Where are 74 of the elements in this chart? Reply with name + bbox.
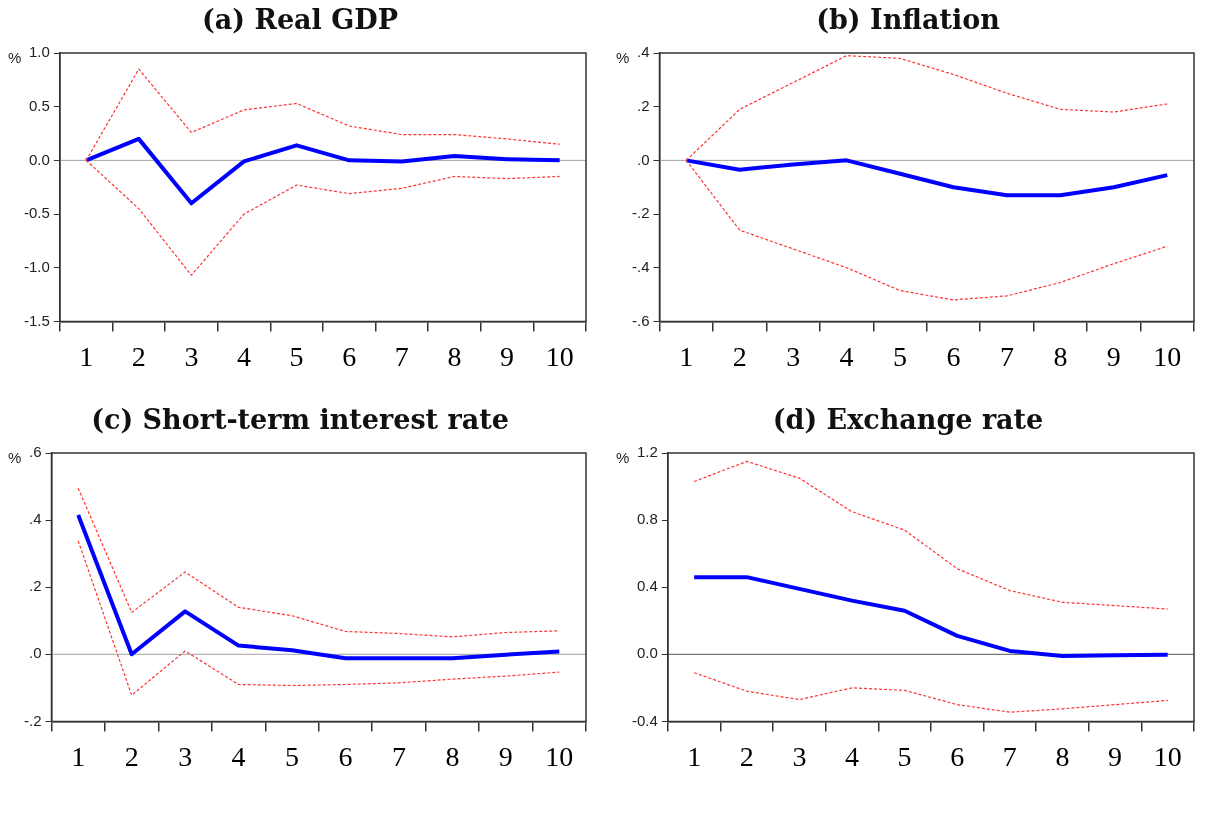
x-tick-label: 4 [231, 740, 246, 772]
x-tick-label: 7 [391, 740, 406, 772]
y-tick-label: 1.0 [28, 43, 50, 61]
y-tick-label: -.2 [23, 711, 42, 729]
x-tick-label: 6 [338, 740, 353, 772]
y-tick-label: -1.0 [23, 257, 50, 275]
x-tick-label: 4 [839, 340, 854, 372]
x-tick-label: 6 [342, 340, 357, 372]
line-series [693, 672, 1169, 713]
y-tick-label: .0 [636, 150, 650, 168]
x-tick-label: 1 [687, 740, 702, 772]
chart-title: (c) Short-term interest rate [90, 403, 510, 437]
line-series [77, 540, 560, 696]
x-tick-label: 6 [950, 740, 965, 772]
x-tick-label: 3 [178, 740, 193, 772]
y-axis-title: % [8, 448, 22, 466]
x-tick-label: 1 [71, 740, 86, 772]
x-tick-label: 8 [1055, 740, 1070, 772]
y-tick-label: .6 [28, 443, 42, 461]
x-tick-label: 4 [237, 340, 251, 372]
x-tick-label: 8 [447, 340, 462, 372]
x-tick-label: 10 [1153, 740, 1182, 772]
x-tick-label: 9 [500, 340, 515, 372]
x-tick-label: 5 [285, 740, 300, 772]
y-tick-label: 0.5 [28, 96, 50, 114]
y-tick-label: -0.4 [631, 711, 658, 729]
y-tick-label: .0 [28, 644, 42, 662]
x-tick-label: 2 [131, 340, 146, 372]
y-tick-label: 0.8 [636, 510, 658, 528]
x-tick-label: 1 [679, 340, 694, 372]
x-tick-label: 8 [445, 740, 460, 772]
x-tick-label: 9 [1106, 340, 1121, 372]
x-tick-label: 2 [732, 340, 747, 372]
y-axis-title: % [8, 48, 22, 66]
y-tick-label: .2 [28, 577, 42, 595]
x-tick-label: 3 [184, 340, 199, 372]
x-tick-label: 7 [394, 340, 409, 372]
y-tick-label: -.6 [631, 311, 650, 329]
x-tick-label: 1 [79, 340, 94, 372]
y-tick-label: 0.4 [636, 577, 658, 595]
x-tick-label: 4 [845, 740, 859, 772]
x-tick-label: 7 [1002, 740, 1017, 772]
y-tick-label: -0.5 [23, 204, 50, 222]
x-tick-label: 2 [739, 740, 754, 772]
chart-title: (b) Inflation [815, 3, 1001, 37]
x-tick-label: 5 [893, 340, 908, 372]
x-tick-label: 7 [999, 340, 1014, 372]
y-tick-label: 0.0 [636, 644, 658, 662]
line-series [77, 487, 560, 638]
y-tick-label: .2 [636, 96, 650, 114]
y-tick-label: -.2 [631, 204, 650, 222]
y-tick-label: 1.2 [636, 443, 658, 461]
x-tick-label: 3 [786, 340, 801, 372]
chart-title: (a) Real GDP [201, 3, 399, 37]
chart-title: (d) Exchange rate [771, 403, 1045, 437]
y-tick-label: -.4 [631, 257, 650, 275]
x-tick-label: 3 [792, 740, 807, 772]
y-tick-label: .4 [28, 510, 42, 528]
x-tick-label: 8 [1053, 340, 1068, 372]
x-tick-label: 9 [1108, 740, 1123, 772]
x-tick-label: 10 [545, 740, 574, 772]
y-axis-title: % [616, 48, 630, 66]
x-tick-label: 10 [1153, 340, 1182, 372]
line-series [693, 460, 1169, 610]
x-tick-label: 6 [946, 340, 961, 372]
x-tick-label: 5 [289, 340, 304, 372]
y-tick-label: .4 [636, 43, 650, 61]
y-axis-title: % [616, 448, 630, 466]
x-tick-label: 2 [124, 740, 139, 772]
x-tick-label: 5 [897, 740, 912, 772]
y-tick-label: -1.5 [23, 311, 50, 329]
y-tick-label: 0.0 [28, 150, 50, 168]
x-tick-label: 10 [545, 340, 574, 372]
x-tick-label: 9 [498, 740, 513, 772]
